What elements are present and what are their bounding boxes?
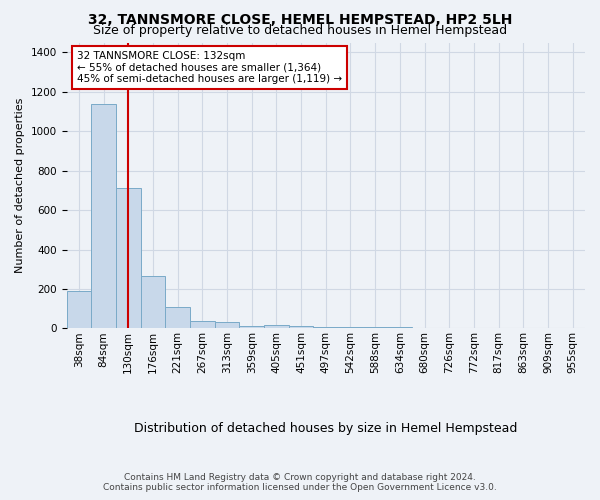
- Bar: [215, 322, 239, 328]
- Bar: [338, 327, 363, 328]
- Bar: [165, 307, 190, 328]
- Bar: [190, 320, 215, 328]
- Text: 32 TANNSMORE CLOSE: 132sqm
← 55% of detached houses are smaller (1,364)
45% of s: 32 TANNSMORE CLOSE: 132sqm ← 55% of deta…: [77, 51, 342, 84]
- Bar: [289, 326, 313, 328]
- Y-axis label: Number of detached properties: Number of detached properties: [15, 98, 25, 273]
- Bar: [313, 326, 338, 328]
- Bar: [140, 276, 165, 328]
- Text: Contains HM Land Registry data © Crown copyright and database right 2024.
Contai: Contains HM Land Registry data © Crown c…: [103, 473, 497, 492]
- Bar: [67, 291, 91, 329]
- Bar: [239, 326, 264, 328]
- Text: 32, TANNSMORE CLOSE, HEMEL HEMPSTEAD, HP2 5LH: 32, TANNSMORE CLOSE, HEMEL HEMPSTEAD, HP…: [88, 12, 512, 26]
- Bar: [91, 104, 116, 328]
- Bar: [264, 324, 289, 328]
- X-axis label: Distribution of detached houses by size in Hemel Hempstead: Distribution of detached houses by size …: [134, 422, 517, 435]
- Bar: [116, 188, 140, 328]
- Text: Size of property relative to detached houses in Hemel Hempstead: Size of property relative to detached ho…: [93, 24, 507, 37]
